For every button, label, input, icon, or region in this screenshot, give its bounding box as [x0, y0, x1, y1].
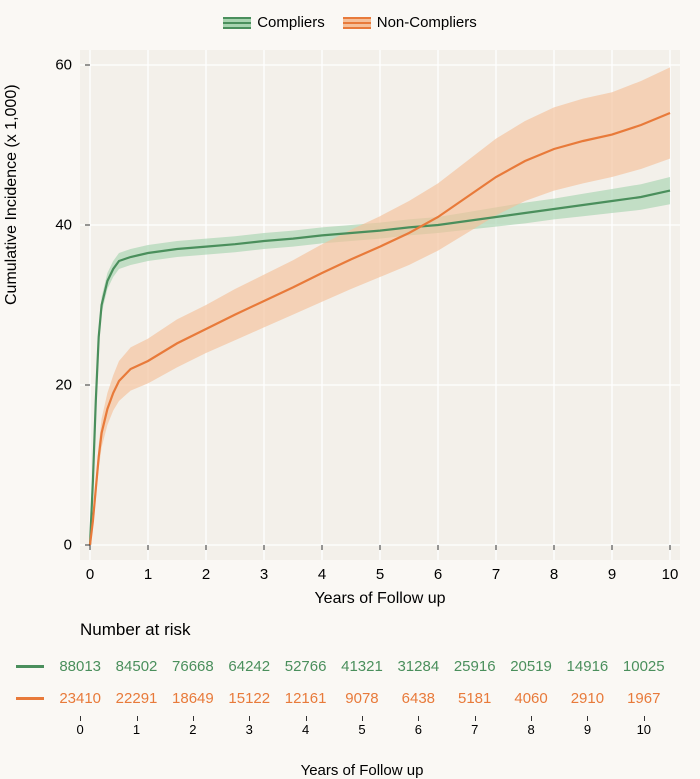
x-tick-label: 8: [550, 566, 558, 583]
risk-cell: 64242: [221, 658, 277, 675]
risk-cell: 76668: [165, 658, 221, 675]
x-tick-label: 10: [662, 566, 679, 583]
risk-x-tick: 6: [415, 722, 422, 737]
risk-x-tick: 9: [584, 722, 591, 737]
risk-cell: 52766: [277, 658, 333, 675]
risk-swatch: [16, 697, 44, 700]
risk-cell: 5181: [447, 690, 503, 707]
legend-item-compliers: Compliers: [223, 14, 325, 31]
risk-row: 2341022291186491512212161907864385181406…: [0, 682, 700, 714]
y-tick-label: 40: [32, 217, 72, 234]
x-tick-label: 4: [318, 566, 326, 583]
risk-cell: 2910: [559, 690, 615, 707]
risk-table-title: Number at risk: [80, 620, 700, 640]
risk-cell: 23410: [52, 690, 108, 707]
x-tick-label: 3: [260, 566, 268, 583]
risk-cell: 6438: [390, 690, 446, 707]
legend-label: Compliers: [257, 14, 325, 31]
legend: Compliers Non-Compliers: [0, 0, 700, 31]
risk-cell: 1967: [616, 690, 672, 707]
risk-cell: 22291: [108, 690, 164, 707]
legend-label: Non-Compliers: [377, 14, 477, 31]
risk-cell: 10025: [616, 658, 672, 675]
chart-svg: [80, 50, 680, 560]
x-tick-label: 2: [202, 566, 210, 583]
chart-container: Compliers Non-Compliers Cumulative Incid…: [0, 0, 700, 764]
risk-cell: 12161: [277, 690, 333, 707]
risk-x-label: Years of Follow up: [52, 762, 672, 779]
risk-swatch: [16, 665, 44, 668]
y-axis-label: Cumulative Incidence (x 1,000): [3, 84, 21, 305]
risk-table: Number at risk 8801384502766686424252766…: [0, 620, 700, 779]
risk-x-tick: 10: [637, 722, 651, 737]
risk-cell: 84502: [108, 658, 164, 675]
risk-x-tick: 1: [133, 722, 140, 737]
risk-x-tick: 7: [471, 722, 478, 737]
risk-cell: 25916: [447, 658, 503, 675]
y-tick-label: 20: [32, 377, 72, 394]
risk-cell: 18649: [165, 690, 221, 707]
legend-item-noncompliers: Non-Compliers: [343, 14, 477, 31]
risk-cell: 4060: [503, 690, 559, 707]
x-tick-label: 6: [434, 566, 442, 583]
risk-rows: 8801384502766686424252766413213128425916…: [0, 650, 700, 714]
risk-cell: 15122: [221, 690, 277, 707]
risk-cell: 9078: [334, 690, 390, 707]
risk-x-axis: 0 1 2 3 4 5 6 7 8 9 10: [52, 722, 672, 740]
x-tick-label: 5: [376, 566, 384, 583]
risk-x-tick: 4: [302, 722, 309, 737]
risk-cell: 88013: [52, 658, 108, 675]
y-tick-label: 60: [32, 57, 72, 74]
risk-x-tick: 2: [189, 722, 196, 737]
x-tick-label: 9: [608, 566, 616, 583]
x-axis-label: Years of Follow up: [80, 590, 680, 608]
risk-x-tick: 5: [358, 722, 365, 737]
x-tick-label: 7: [492, 566, 500, 583]
risk-x-tick: 0: [77, 722, 84, 737]
risk-x-tick: 3: [246, 722, 253, 737]
risk-cell: 31284: [390, 658, 446, 675]
x-tick-label: 1: [144, 566, 152, 583]
risk-row: 8801384502766686424252766413213128425916…: [0, 650, 700, 682]
risk-x-tick: 8: [527, 722, 534, 737]
legend-swatch-compliers: [223, 17, 251, 29]
risk-cell: 14916: [559, 658, 615, 675]
risk-cell: 20519: [503, 658, 559, 675]
plot-area: [80, 50, 680, 560]
y-tick-label: 0: [32, 537, 72, 554]
risk-cell: 41321: [334, 658, 390, 675]
x-tick-label: 0: [86, 566, 94, 583]
legend-swatch-noncompliers: [343, 17, 371, 29]
